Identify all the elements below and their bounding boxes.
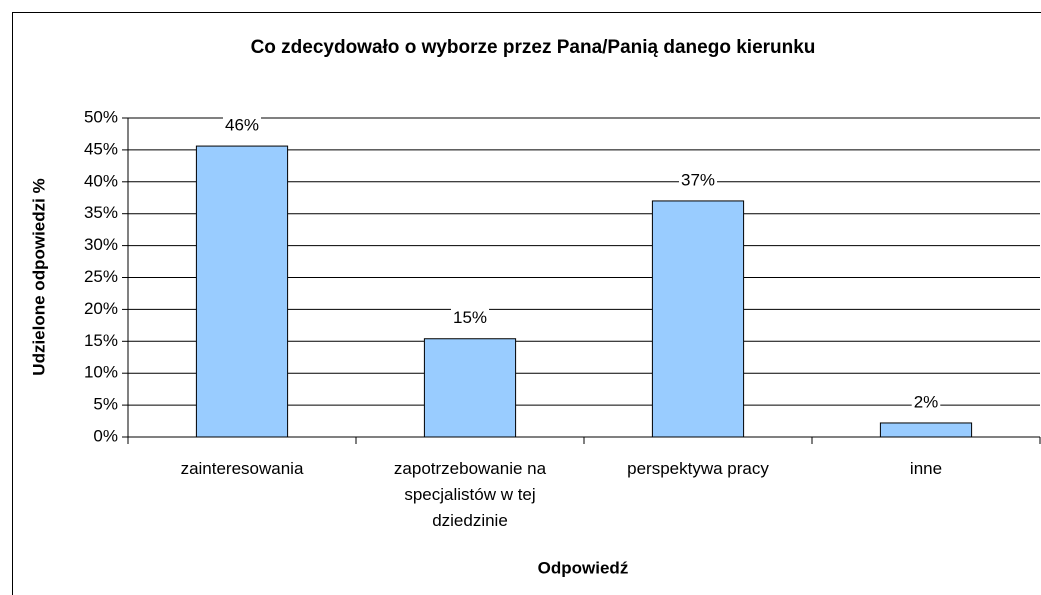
chart-border: [12, 12, 1041, 595]
y-tick-label: 0%: [93, 426, 118, 445]
data-label-background: [450, 308, 490, 328]
chart-title: Co zdecydowało o wyborze przez Pana/Pani…: [251, 37, 816, 58]
data-label-background: [911, 392, 941, 412]
bar: [879, 422, 973, 438]
y-tick-label: 40%: [84, 171, 118, 190]
x-tick-label: inne: [910, 459, 942, 478]
y-tick-label: 10%: [84, 363, 118, 382]
x-tick-label: zapotrzebowanie na specjalistów w tej dzie…: [394, 459, 547, 530]
y-tick-label: 30%: [84, 235, 118, 254]
y-tick-label: 5%: [93, 395, 118, 414]
data-label: 37%: [681, 170, 715, 189]
y-tick-label: 15%: [84, 331, 118, 350]
bar: [651, 200, 745, 438]
data-label: 2%: [914, 392, 939, 411]
y-tick-label: 35%: [84, 203, 118, 222]
data-label-background: [678, 170, 718, 190]
bar: [423, 338, 517, 438]
x-tick-label: zainteresowania: [181, 459, 304, 478]
data-label-background: [222, 115, 262, 135]
bar: [195, 145, 289, 438]
x-axis-label: Odpowiedź: [538, 558, 629, 577]
data-label: 46%: [225, 116, 259, 135]
y-tick-label: 50%: [84, 107, 118, 126]
y-tick-label: 20%: [84, 299, 118, 318]
y-axis-label: Udzielone odpowiedzi %: [29, 178, 48, 375]
x-tick-label: perspektywa pracy: [627, 459, 769, 478]
y-tick-label: 45%: [84, 139, 118, 158]
y-tick-label: 25%: [84, 267, 118, 286]
data-label: 15%: [453, 308, 487, 327]
